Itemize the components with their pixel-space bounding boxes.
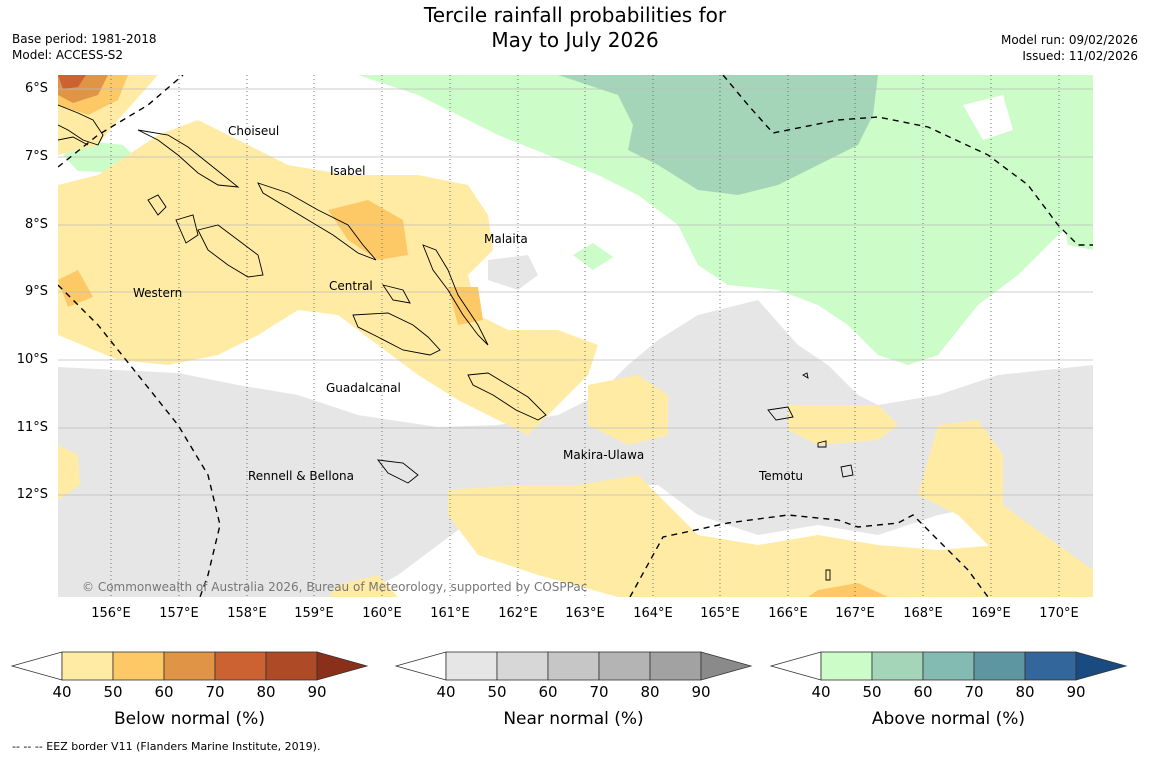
cb-below-tick-60: 60 [154, 683, 174, 701]
lon-label-168e: 168°E [903, 606, 943, 621]
cb-near-5 [700, 651, 753, 681]
cb-near-0 [445, 651, 498, 681]
title-line-2: May to July 2026 [491, 28, 659, 52]
cb-below-tick-50: 50 [103, 683, 123, 701]
cb-near-tick-40: 40 [436, 683, 456, 701]
colorbar-near [394, 651, 753, 681]
cb-below-2 [163, 651, 216, 681]
region-guadalcanal: Guadalcanal [326, 381, 401, 395]
lon-label-162e: 162°E [498, 606, 538, 621]
lon-label-167e: 167°E [835, 606, 875, 621]
region-rennell-bellona: Rennell & Bellona [248, 469, 355, 483]
cb-below-4 [265, 651, 318, 681]
cb-above-2 [922, 651, 975, 681]
cb-below-title: Below normal (%) [114, 709, 265, 729]
lon-label-164e: 164°E [633, 606, 673, 621]
cb-above-5 [1075, 651, 1128, 681]
cb-above-tick-40: 40 [811, 683, 831, 701]
lon-label-156e: 156°E [91, 606, 131, 621]
probability-map [58, 75, 1093, 597]
region-malaita: Malaita [484, 232, 528, 246]
cb-below-3 [214, 651, 267, 681]
lon-label-158e: 158°E [227, 606, 267, 621]
region-makira-ulawa: Makira-Ulawa [563, 448, 645, 462]
region-central: Central [329, 279, 373, 293]
lon-label-165e: 165°E [700, 606, 740, 621]
cb-near-title: Near normal (%) [503, 709, 644, 729]
lon-label-160e: 160°E [362, 606, 402, 621]
cb-near-3 [598, 651, 651, 681]
lon-label-157e: 157°E [159, 606, 199, 621]
colorbars-svg [10, 651, 1128, 681]
latitude-grid [58, 88, 1093, 496]
region-western: Western [133, 286, 183, 300]
coastlines [58, 104, 854, 581]
cb-near-tick-70: 70 [589, 683, 609, 701]
cb-below-tick-40: 40 [52, 683, 72, 701]
cb-above-3 [973, 651, 1026, 681]
cb-above-tick-60: 60 [913, 683, 933, 701]
issued-date: Issued: 11/02/2026 [1022, 49, 1138, 63]
lat-label-12s: 12°S [16, 487, 48, 502]
cb-above-tick-90: 90 [1066, 683, 1086, 701]
lat-label-8s: 8°S [24, 217, 48, 232]
lon-label-166e: 166°E [768, 606, 808, 621]
cb-above-title: Above normal (%) [871, 709, 1026, 729]
below-normal-areas [58, 75, 1093, 597]
meta-right: Model run: 09/02/2026 Issued: 11/02/2026 [1001, 32, 1138, 64]
lon-label-169e: 169°E [971, 606, 1011, 621]
cb-above-tick-50: 50 [862, 683, 882, 701]
lat-label-7s: 7°S [24, 149, 48, 164]
lon-label-159e: 159°E [294, 606, 334, 621]
model-run: Model run: 09/02/2026 [1000, 33, 1138, 47]
cb-below-tick-90: 90 [307, 683, 327, 701]
colorbar-above [769, 651, 1128, 681]
cb-near-4 [649, 651, 702, 681]
map-title: Tercile rainfall probabilities for May t… [0, 3, 1150, 53]
lat-label-6s: 6°S [24, 81, 48, 96]
title-line-1: Tercile rainfall probabilities for [423, 3, 727, 27]
model-name: Model: ACCESS-S2 [12, 48, 124, 62]
cb-below-0 [61, 651, 114, 681]
map-svg [58, 75, 1093, 597]
lon-label-163e: 163°E [565, 606, 605, 621]
cb-near-tick-80: 80 [640, 683, 660, 701]
region-choiseul: Choiseul [228, 124, 280, 138]
cb-near-1 [496, 651, 549, 681]
eez-legend-footer: -- -- -- EEZ border V11 (Flanders Marine… [12, 740, 321, 753]
cb-below-tick-80: 80 [256, 683, 276, 701]
longitude-grid [110, 75, 1060, 597]
lat-label-10s: 10°S [16, 352, 48, 367]
cb-above-tick-70: 70 [964, 683, 984, 701]
lon-label-161e: 161°E [430, 606, 470, 621]
lon-label-170e: 170°E [1039, 606, 1079, 621]
colorbars [0, 648, 1150, 708]
region-isabel: Isabel [330, 164, 366, 178]
eez-borders [58, 75, 1093, 597]
cb-below-5 [316, 651, 369, 681]
cb-above-0 [820, 651, 873, 681]
cb-near-tick-90: 90 [691, 683, 711, 701]
cb-near-tick-60: 60 [538, 683, 558, 701]
region-temotu: Temotu [759, 469, 804, 483]
colorbar-below [10, 651, 369, 681]
cb-above-1 [871, 651, 924, 681]
lat-label-9s: 9°S [24, 284, 48, 299]
cb-below-tick-70: 70 [205, 683, 225, 701]
cb-near-tick-50: 50 [487, 683, 507, 701]
cb-near-2 [547, 651, 600, 681]
copyright-notice: © Commonwealth of Australia 2026, Bureau… [82, 580, 588, 594]
base-period: Base period: 1981-2018 [12, 32, 157, 46]
cb-above-tick-80: 80 [1015, 683, 1035, 701]
cb-above-4 [1024, 651, 1077, 681]
cb-below-1 [112, 651, 165, 681]
meta-left: Base period: 1981-2018 Model: ACCESS-S2 [12, 31, 157, 63]
lat-label-11s: 11°S [16, 420, 48, 435]
